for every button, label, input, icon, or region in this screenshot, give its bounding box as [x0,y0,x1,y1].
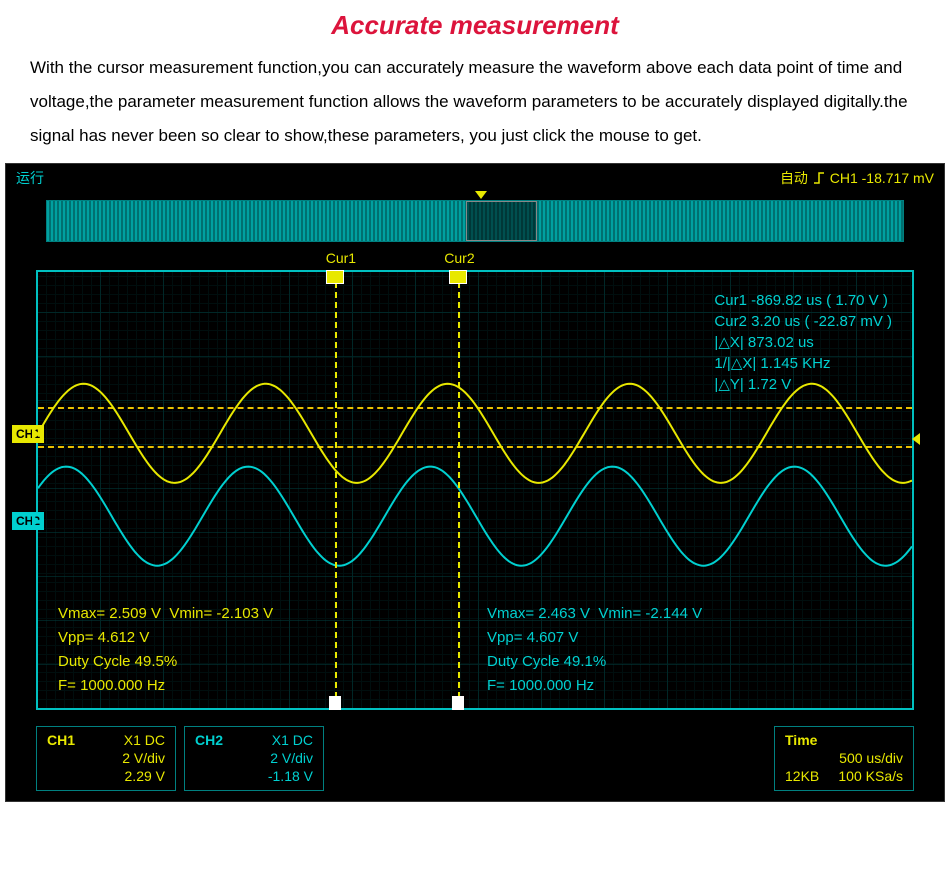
ch2-freq: F= 1000.000 Hz [487,674,702,698]
ch2-offset: -1.18 V [268,768,313,784]
ch1-duty: Duty Cycle 49.5% [58,650,273,674]
cursor2-bottom-marker[interactable] [452,696,464,710]
cursor1-top-marker[interactable] [326,270,344,284]
ch2-vpp: Vpp= 4.607 V [487,626,702,650]
trigger-edge-icon [812,171,826,188]
ch2-name: CH2 [195,731,223,749]
ch1-vpp: Vpp= 4.612 V [58,626,273,650]
ch2-zero-arrow-icon [32,515,40,527]
ch1-freq: F= 1000.000 Hz [58,674,273,698]
cursor-readout-dx: |△X| 873.02 us [714,332,892,353]
page-description: With the cursor measurement function,you… [30,51,920,153]
ch2-measurements: Vmax= 2.463 V Vmin= -2.144 V Vpp= 4.607 … [487,602,702,698]
time-rate: 100 KSa/s [838,768,903,784]
cursor-readout-dy: |△Y| 1.72 V [714,374,892,395]
time-name: Time [785,731,817,749]
ch1-zero-arrow-icon [32,428,40,440]
run-status: 运行 [16,168,44,188]
trigger-source: CH1 [830,170,858,186]
ch1-coupling: X1 DC [124,732,165,748]
ch1-vmax: Vmax= 2.509 V [58,605,161,622]
cursor2-label: Cur2 [444,250,474,266]
ch2-vmin: Vmin= -2.144 V [598,605,702,622]
ch2-duty: Duty Cycle 49.1% [487,650,702,674]
time-scale: 500 us/div [839,750,903,766]
trigger-mode: 自动 [780,170,808,186]
page-title: Accurate measurement [30,10,920,41]
waveform-overview[interactable] [46,200,904,242]
ch2-vmax: Vmax= 2.463 V [487,605,590,622]
ch1-name: CH1 [47,731,75,749]
ch1-scale: 2 V/div [122,750,165,766]
vertical-cursor-1[interactable] [335,272,337,708]
cursor-readout-cur2: Cur2 3.20 us ( -22.87 mV ) [714,311,892,332]
ch1-info-box[interactable]: CH1 X1 DC 2 V/div 2.29 V [36,726,176,791]
cursor-readout-invdx: 1/|△X| 1.145 KHz [714,353,892,374]
cursor1-bottom-marker[interactable] [329,696,341,710]
bottom-status-bar: CH1 X1 DC 2 V/div 2.29 V CH2 X1 DC 2 V/d… [6,720,944,801]
trigger-level: -18.717 mV [862,170,934,186]
ch2-scale: 2 V/div [270,750,313,766]
ch1-vmin: Vmin= -2.103 V [169,605,273,622]
timebase-info-box[interactable]: Time 500 us/div 12KB 100 KSa/s [774,726,914,791]
cursor-labels-row: Cur1 Cur2 [36,250,914,270]
cursor2-top-marker[interactable] [449,270,467,284]
cursor-readout-cur1: Cur1 -869.82 us ( 1.70 V ) [714,290,892,311]
cursor1-label: Cur1 [326,250,356,266]
trigger-info: 自动 CH1 -18.717 mV [780,168,934,188]
cursor-readout-panel: Cur1 -869.82 us ( 1.70 V ) Cur2 3.20 us … [714,290,892,395]
ch2-info-box[interactable]: CH2 X1 DC 2 V/div -1.18 V [184,726,324,791]
ch2-coupling: X1 DC [272,732,313,748]
ch1-measurements: Vmax= 2.509 V Vmin= -2.103 V Vpp= 4.612 … [58,602,273,698]
oscilloscope-window: 运行 自动 CH1 -18.717 mV Cur1 Cur2 CH1 CH2 [5,163,945,802]
waveform-display[interactable]: CH1 CH2 Cur1 -869.82 us ( 1.70 V ) Cur2 … [36,270,914,710]
vertical-cursor-2[interactable] [458,272,460,708]
ch1-offset: 2.29 V [125,768,165,784]
trigger-level-arrow-icon [912,433,920,445]
scope-topbar: 运行 自动 CH1 -18.717 mV [6,164,944,192]
time-mem: 12KB [785,767,819,785]
trigger-position-icon [475,191,487,199]
